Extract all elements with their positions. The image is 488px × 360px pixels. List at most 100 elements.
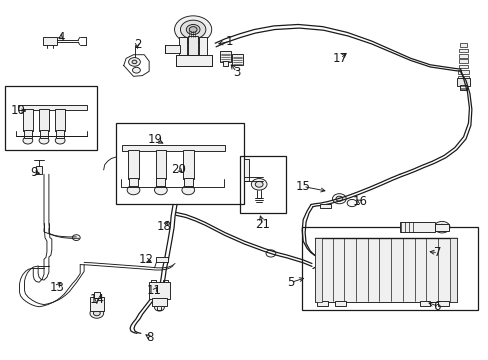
Circle shape <box>154 185 167 195</box>
Circle shape <box>132 67 140 73</box>
Bar <box>434 224 448 231</box>
Circle shape <box>251 179 266 190</box>
Bar <box>456 78 469 86</box>
Bar <box>23 109 33 131</box>
Text: 18: 18 <box>157 220 171 233</box>
Bar <box>459 85 467 90</box>
Bar <box>90 297 103 311</box>
Bar <box>457 76 468 79</box>
Circle shape <box>265 250 275 257</box>
Circle shape <box>128 58 140 66</box>
Bar <box>199 37 206 55</box>
Text: 6: 6 <box>432 300 440 312</box>
Text: 17: 17 <box>332 52 347 65</box>
Bar <box>179 37 187 55</box>
Bar <box>231 54 242 65</box>
Bar <box>188 36 198 55</box>
Bar <box>40 130 48 138</box>
Bar <box>239 156 285 213</box>
Bar <box>5 86 97 150</box>
Bar <box>116 123 243 204</box>
Circle shape <box>437 224 445 230</box>
Bar <box>316 301 327 306</box>
Bar <box>156 257 168 262</box>
Text: 11: 11 <box>147 284 162 297</box>
Text: 1: 1 <box>225 35 233 48</box>
Circle shape <box>55 137 65 144</box>
Bar <box>244 159 249 181</box>
Bar <box>220 51 230 62</box>
Circle shape <box>180 20 205 39</box>
Bar <box>128 150 139 179</box>
Circle shape <box>132 60 137 64</box>
Text: 10: 10 <box>11 104 26 117</box>
Bar <box>302 227 477 310</box>
Bar <box>55 109 65 131</box>
Bar <box>18 105 86 110</box>
Bar <box>155 150 166 179</box>
Bar <box>148 282 170 299</box>
Text: 14: 14 <box>89 293 104 306</box>
Bar <box>94 292 100 298</box>
Bar <box>122 145 224 151</box>
Bar <box>39 109 49 131</box>
Text: 9: 9 <box>30 166 38 179</box>
Bar <box>164 45 180 53</box>
Bar <box>335 301 346 306</box>
Circle shape <box>158 290 161 292</box>
Circle shape <box>127 185 140 195</box>
Text: 7: 7 <box>433 246 441 259</box>
Circle shape <box>189 27 197 32</box>
Bar <box>458 59 467 63</box>
Circle shape <box>93 311 100 316</box>
Bar <box>183 150 193 179</box>
Bar <box>449 238 456 302</box>
Circle shape <box>186 24 200 35</box>
Circle shape <box>433 221 449 233</box>
Bar <box>43 37 57 45</box>
Bar <box>56 130 64 138</box>
Bar <box>223 61 227 66</box>
Bar <box>458 65 468 68</box>
Bar <box>458 54 467 58</box>
Circle shape <box>158 294 161 296</box>
Bar <box>419 301 429 306</box>
Circle shape <box>39 137 49 144</box>
Text: 5: 5 <box>286 276 294 289</box>
Bar <box>399 222 434 232</box>
Text: 8: 8 <box>145 331 153 344</box>
Bar <box>459 49 467 52</box>
Circle shape <box>158 285 161 288</box>
Text: 16: 16 <box>352 195 366 208</box>
Circle shape <box>154 304 164 311</box>
Circle shape <box>90 308 103 318</box>
Text: 13: 13 <box>49 281 64 294</box>
Circle shape <box>335 196 342 201</box>
Circle shape <box>346 199 356 207</box>
Bar <box>24 130 32 138</box>
Text: 15: 15 <box>295 180 310 193</box>
Bar <box>176 55 211 66</box>
Bar <box>129 178 138 186</box>
Circle shape <box>255 181 263 187</box>
Circle shape <box>23 137 33 144</box>
Bar <box>151 298 167 306</box>
Bar <box>319 204 330 208</box>
Text: 19: 19 <box>148 133 163 146</box>
Bar <box>314 238 456 302</box>
Text: 12: 12 <box>138 253 153 266</box>
Text: 2: 2 <box>133 39 141 51</box>
Text: 20: 20 <box>171 163 186 176</box>
Bar <box>458 70 468 74</box>
Text: 4: 4 <box>57 31 65 44</box>
Circle shape <box>72 235 80 240</box>
Bar <box>36 166 42 174</box>
Bar <box>314 238 321 302</box>
Circle shape <box>332 194 346 204</box>
Circle shape <box>182 185 194 195</box>
Text: 3: 3 <box>232 66 240 78</box>
Circle shape <box>174 16 211 43</box>
Bar <box>459 43 467 47</box>
Text: 21: 21 <box>255 218 270 231</box>
Bar <box>437 301 448 306</box>
